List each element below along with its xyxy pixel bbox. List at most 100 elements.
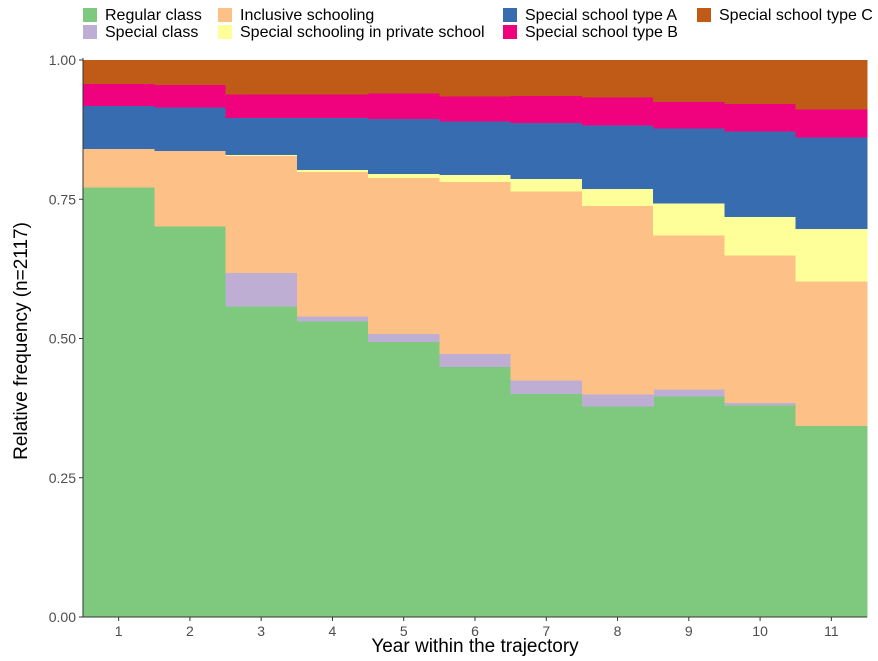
area-segment [154, 150, 227, 227]
area-segment [653, 389, 726, 397]
area-segment [653, 101, 726, 129]
area-segment [795, 228, 868, 282]
ticks: 0.00 0.25 0.50 0.75 1.00 1 2 3 4 5 6 7 8 9 10 11 [49, 52, 839, 639]
area-segment [83, 148, 155, 188]
area-segment [439, 181, 512, 354]
y-tick-label: 0.00 [49, 609, 76, 625]
area-segment [154, 60, 227, 85]
legend-label: Special school type C [719, 7, 873, 24]
x-axis-title: Year within the trajectory [371, 636, 579, 656]
legend-swatch [218, 8, 232, 22]
area-segment [225, 155, 298, 274]
y-tick-label: 0.50 [49, 331, 76, 347]
x-tick-label: 2 [186, 623, 194, 639]
area-segment [653, 395, 726, 618]
legend-label: Special school type A [525, 7, 677, 24]
area-segment [439, 174, 512, 182]
area-segment [510, 60, 583, 97]
area-segment [296, 171, 369, 317]
area-segment [581, 205, 654, 395]
series-special-school-type-b [83, 83, 868, 138]
x-tick-label: 4 [329, 623, 337, 639]
area-segment [225, 306, 298, 618]
area-segment [368, 341, 440, 618]
area-segment [83, 60, 155, 84]
x-tick-label: 10 [752, 623, 768, 639]
y-tick-label: 1.00 [49, 52, 76, 68]
legend-swatch [218, 25, 232, 39]
x-tick-label: 6 [471, 623, 479, 639]
area-segment [439, 96, 512, 122]
area-segment [510, 380, 583, 395]
legend-label: Special school type B [525, 24, 678, 41]
area-segment [724, 131, 797, 217]
area-segment [368, 118, 440, 175]
legend-item: Regular class [83, 7, 202, 24]
legend-swatch [697, 8, 711, 22]
area-segment [510, 393, 583, 618]
area-segment [154, 107, 227, 152]
area-segment [510, 122, 583, 180]
area-segment [225, 60, 298, 95]
area-segment [581, 125, 654, 190]
area-segment [724, 216, 797, 256]
series-inclusive-schooling [83, 148, 868, 426]
legend-label: Regular class [105, 7, 202, 24]
area-segment [724, 60, 797, 104]
area-segment [510, 95, 583, 123]
legend-item: Special school type A [503, 7, 677, 24]
series-special-class [225, 272, 797, 407]
legend-label: Inclusive schooling [240, 7, 374, 24]
area-segment [795, 281, 868, 426]
area-segment [795, 60, 868, 110]
area-segment [83, 83, 155, 107]
area-segment [724, 254, 797, 403]
legend-swatch [83, 8, 97, 22]
area-segment [581, 394, 654, 407]
area-segment [581, 60, 654, 98]
area-segment [83, 105, 155, 149]
area-segment [296, 316, 369, 322]
legend-item: Special schooling in private school [218, 24, 485, 41]
y-tick-label: 0.75 [49, 191, 76, 207]
area-segment [368, 177, 440, 334]
area-segment [510, 190, 583, 381]
series-special-school-type-c [83, 60, 868, 110]
area-segment [225, 154, 298, 157]
area-segment [510, 178, 583, 192]
series-special-school-type-a [83, 105, 868, 230]
area-segment [581, 97, 654, 126]
series-regular-class [83, 186, 868, 618]
x-tick-label: 9 [685, 623, 693, 639]
area-segment [653, 203, 726, 236]
area-segment [581, 405, 654, 618]
legend-swatch [503, 25, 517, 39]
area-segment [439, 121, 512, 176]
area-segment [795, 136, 868, 230]
area-segment [653, 60, 726, 103]
x-tick-label: 8 [614, 623, 622, 639]
area-segment [724, 103, 797, 132]
x-tick-label: 5 [400, 623, 408, 639]
area-segment [795, 109, 868, 138]
area-segment [581, 188, 654, 206]
area-segment [296, 60, 369, 95]
area-segment [368, 333, 440, 343]
x-tick-label: 7 [542, 623, 550, 639]
area-segment [653, 127, 726, 204]
series-special-schooling-in-private-school [225, 154, 868, 282]
area-segment [368, 173, 440, 178]
area-segment [439, 60, 512, 97]
legend-item: Special class [83, 24, 198, 41]
legend-label: Special schooling in private school [240, 24, 485, 41]
area-segment [439, 353, 512, 367]
area-segment [296, 93, 369, 118]
legend-item: Special school type B [503, 24, 678, 41]
area-segment [296, 117, 369, 171]
area-segment [653, 234, 726, 390]
x-tick-label: 1 [115, 623, 123, 639]
plot-area [83, 60, 868, 618]
